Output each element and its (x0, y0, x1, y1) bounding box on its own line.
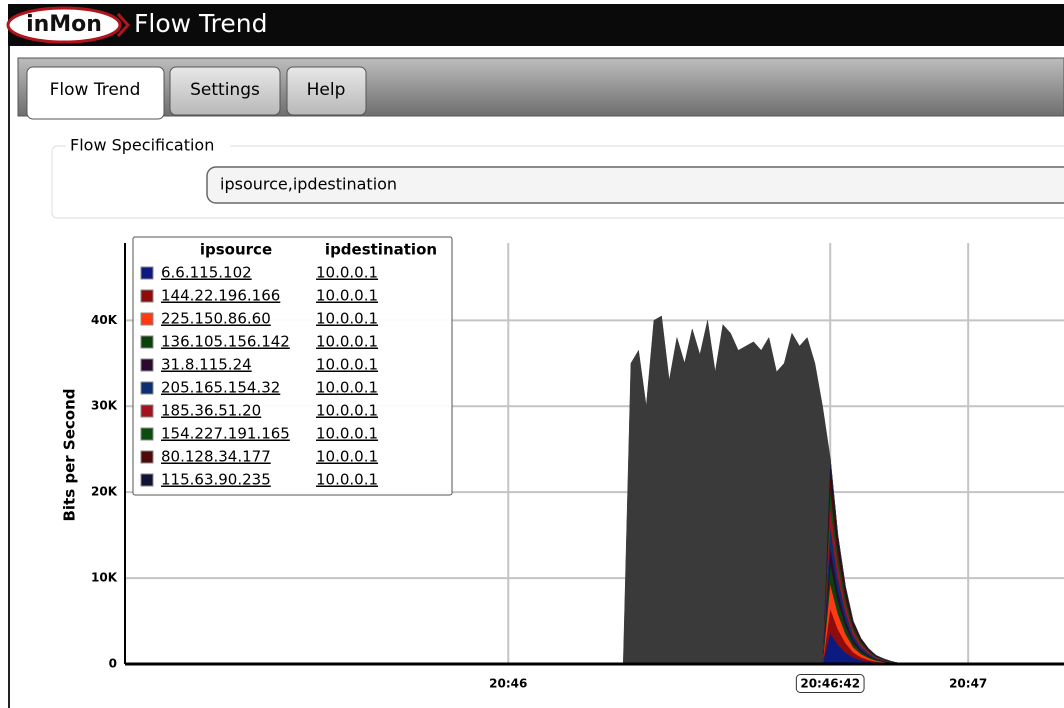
legend-swatch (140, 358, 154, 372)
y-tick-label: 10K (91, 571, 118, 585)
tab-label[interactable]: Settings (190, 80, 260, 100)
legend-swatch (140, 450, 154, 464)
y-tick-label: 40K (91, 313, 118, 327)
legend-destination: 10.0.0.1 (316, 471, 378, 489)
legend-header: ipdestination (325, 241, 437, 259)
y-tick-label: 20K (91, 485, 118, 499)
tab[interactable] (286, 66, 367, 116)
x-tick-label: 20:46 (489, 677, 527, 691)
x-tick-label: 20:47 (949, 677, 987, 691)
legend-swatch (140, 473, 154, 487)
legend-source: 185.36.51.20 (161, 402, 261, 420)
legend-swatch (140, 266, 154, 280)
legend-source: 80.128.34.177 (161, 448, 271, 466)
legend-source: 225.150.86.60 (161, 310, 271, 328)
axes: 0 10K 20K 30K 40K 20:46 20:46:42 20:47 (91, 243, 1064, 693)
legend-destination: 10.0.0.1 (316, 264, 378, 282)
cursor-label-box (795, 674, 865, 693)
legend-source: 6.6.115.102 (161, 264, 252, 282)
legend-source: 115.63.90.235 (161, 471, 271, 489)
legend-source: 205.165.154.32 (161, 379, 280, 397)
legend: ipsource ipdestination 6.6.115.102 10.0.0.1… (132, 236, 453, 496)
legend-destination: 10.0.0.1 (316, 379, 378, 397)
title-bar (8, 4, 1064, 46)
fieldset-legend-bg (66, 136, 230, 156)
legend-destination: 10.0.0.1 (316, 356, 378, 374)
legend-swatch (140, 427, 154, 441)
legend-source: 154.227.191.165 (161, 425, 290, 443)
tab[interactable] (169, 66, 281, 116)
legend-source: 31.8.115.24 (161, 356, 252, 374)
x-tick-label: 20:46:42 (800, 677, 860, 691)
logo-badge (6, 6, 122, 44)
legend-destination: 10.0.0.1 (316, 310, 378, 328)
legend-header: ipsource (200, 241, 272, 259)
legend-swatch (140, 381, 154, 395)
y-axis-label: Bits per Second (61, 388, 79, 521)
tab-active[interactable] (26, 66, 165, 120)
logo-arrow (116, 12, 131, 38)
legend-swatch (140, 404, 154, 418)
flow-input[interactable] (206, 166, 1064, 204)
tab-label[interactable]: Help (307, 80, 346, 100)
legend-box (132, 236, 453, 496)
fieldset-legend: Flow Specification (70, 136, 214, 155)
tab-label[interactable]: Flow Trend (50, 80, 141, 100)
legend-destination: 10.0.0.1 (316, 448, 378, 466)
legend-destination: 10.0.0.1 (316, 425, 378, 443)
legend-destination: 10.0.0.1 (316, 333, 378, 351)
legend-destination: 10.0.0.1 (316, 402, 378, 420)
legend-swatch (140, 335, 154, 349)
y-tick-label: 30K (91, 399, 118, 413)
legend-swatch (140, 289, 154, 303)
legend-swatch (140, 312, 154, 326)
legend-source: 144.22.196.166 (161, 287, 280, 305)
legend-destination: 10.0.0.1 (316, 287, 378, 305)
flow-input-text[interactable]: ipsource,ipdestination (220, 175, 397, 194)
logo: inMon (26, 12, 102, 37)
app-title: Flow Trend (134, 9, 267, 38)
legend-source: 136.105.156.142 (161, 333, 290, 351)
y-tick-label: 0 (109, 657, 117, 671)
